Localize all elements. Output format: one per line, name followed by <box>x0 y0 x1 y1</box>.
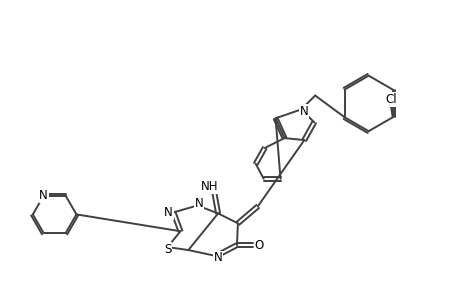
Text: S: S <box>163 243 171 256</box>
Text: Cl: Cl <box>384 93 396 106</box>
Text: N: N <box>164 206 173 219</box>
Text: N: N <box>213 251 222 265</box>
Text: N: N <box>299 105 308 118</box>
Text: N: N <box>195 197 203 210</box>
Text: NH: NH <box>200 180 218 193</box>
Text: O: O <box>253 238 263 252</box>
Text: N: N <box>39 189 48 202</box>
